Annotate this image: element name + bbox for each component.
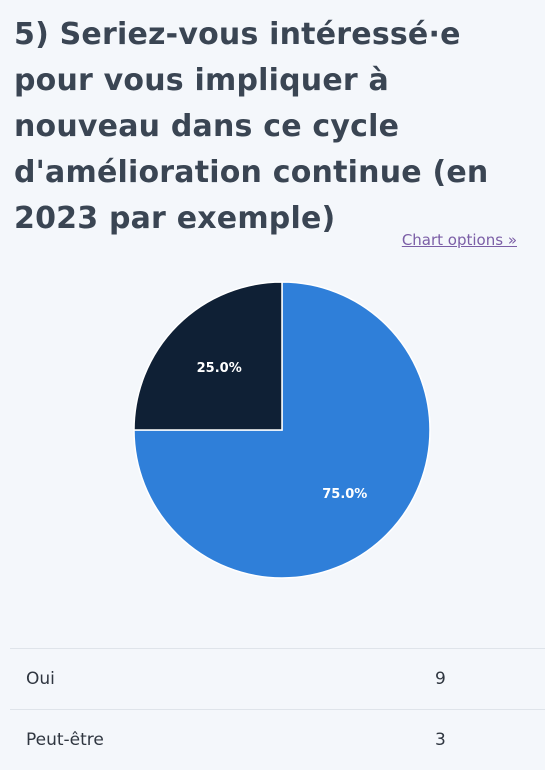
answer-count: 3 xyxy=(435,710,545,770)
pie-slice-peut-tre[interactable] xyxy=(134,282,282,430)
answer-count: 9 xyxy=(435,649,545,710)
results-table: Oui 9 Peut-être 3 xyxy=(10,648,545,770)
pie-slice-label: 75.0% xyxy=(322,487,367,502)
chart-options-link[interactable]: Chart options » xyxy=(402,231,517,249)
table-row: Oui 9 xyxy=(10,649,545,710)
answer-label: Peut-être xyxy=(10,710,435,770)
answer-label: Oui xyxy=(10,649,435,710)
pie-chart: 75.0% 25.0% xyxy=(0,260,545,600)
question-title: 5) Seriez-vous intéressé·e pour vous imp… xyxy=(14,12,534,242)
pie-slice-label: 25.0% xyxy=(197,361,242,376)
table-row: Peut-être 3 xyxy=(10,710,545,770)
